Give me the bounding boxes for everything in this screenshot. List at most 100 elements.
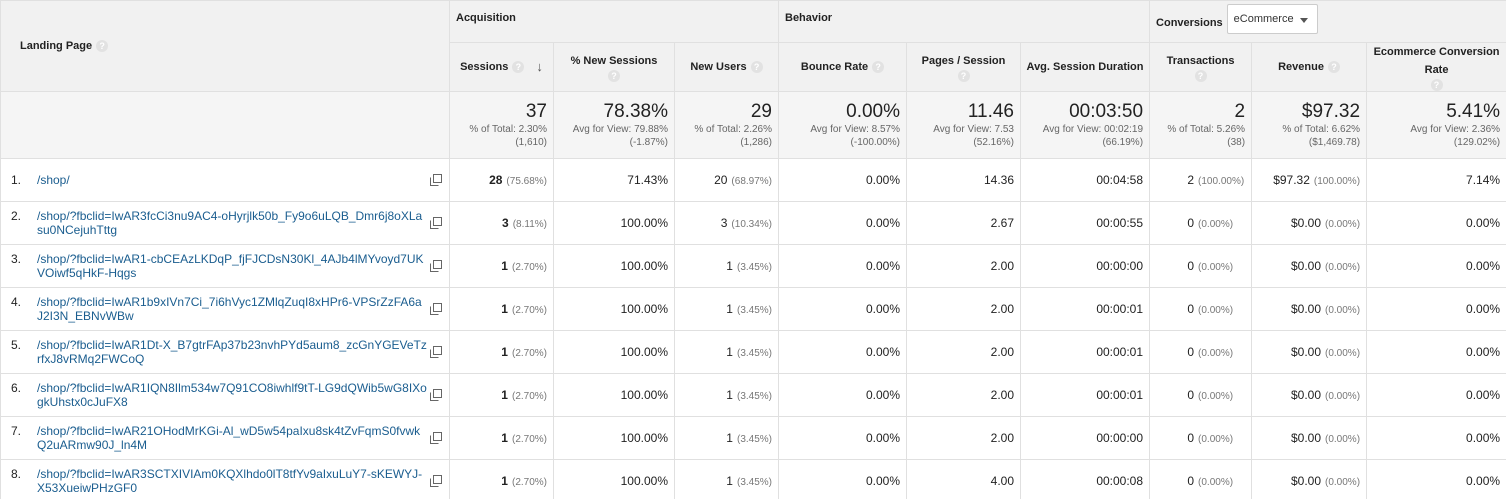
column-header-revenue[interactable]: Revenue? — [1251, 42, 1368, 92]
new-sessions-cell: 100.00% — [553, 459, 675, 499]
revenue-cell: $0.00 (0.00%) — [1251, 416, 1368, 460]
revenue-percent: (0.00%) — [1325, 305, 1361, 316]
help-icon[interactable]: ? — [750, 61, 763, 74]
new-users-percent: (10.34%) — [731, 219, 772, 230]
revenue-cell: $0.00 (0.00%) — [1251, 330, 1368, 374]
landing-page-header[interactable]: Landing Page? — [0, 0, 450, 92]
landing-page-link[interactable]: /shop/?fbclid=IwAR21OHodMrKGi-Al_wD5w54p… — [37, 424, 421, 452]
help-icon[interactable]: ? — [512, 61, 525, 74]
transactions-percent: (0.00%) — [1198, 262, 1234, 273]
transactions-cell: 0 (0.00%) — [1149, 244, 1253, 288]
column-header-new-sessions[interactable]: % New Sessions? — [553, 42, 675, 92]
total-ecom-rate: 5.41% Avg for View: 2.36% (129.02%) — [1366, 91, 1506, 159]
avg-duration-cell: 00:04:58 — [1019, 158, 1151, 202]
row-index: 4. — [11, 295, 22, 309]
new-users-cell: 1 (3.45%) — [674, 244, 779, 288]
transactions-value: 0 — [1187, 388, 1195, 402]
sessions-cell: 1 (2.70%) — [449, 459, 554, 499]
sessions-value: 1 — [501, 259, 508, 273]
ecommerce-rate-cell: 0.00% — [1366, 330, 1506, 374]
total-value: $97.32 — [1301, 101, 1361, 122]
landing-page-link[interactable]: /shop/ — [37, 173, 70, 187]
landing-page-cell: 2. /shop/?fbclid=IwAR3fcCi3nu9AC4-oHyrjlk… — [0, 201, 450, 245]
transactions-cell: 0 (0.00%) — [1149, 287, 1253, 331]
new-users-value: 1 — [726, 345, 733, 359]
pages-session-cell: 14.36 — [906, 158, 1021, 202]
landing-page-cell: 1. /shop/ — [0, 158, 450, 202]
help-icon[interactable]: ? — [1430, 79, 1443, 91]
column-header-pages-session[interactable]: Pages / Session? — [906, 42, 1021, 92]
chevron-down-icon — [1299, 18, 1308, 23]
bounce-rate-cell: 0.00% — [778, 330, 907, 374]
revenue-value: $0.00 — [1290, 302, 1322, 316]
open-external-icon[interactable] — [430, 303, 442, 315]
column-header-transactions[interactable]: Transactions? — [1149, 42, 1253, 92]
sessions-percent: (2.70%) — [511, 477, 547, 488]
sessions-value: 28 — [489, 173, 503, 187]
sessions-cell: 28 (75.68%) — [449, 158, 554, 202]
column-header-avg-duration[interactable]: Avg. Session Duration? — [1019, 42, 1151, 92]
landing-page-link[interactable]: /shop/?fbclid=IwAR1IQN8Ilm534w7Q91CO8iwh… — [37, 381, 427, 409]
help-icon[interactable]: ? — [872, 61, 885, 74]
total-new-sessions: 78.38% Avg for View: 79.88% (-1.87%) — [553, 91, 675, 159]
open-external-icon[interactable] — [430, 217, 442, 229]
avg-duration-cell: 00:00:01 — [1019, 373, 1151, 417]
row-index: 1. — [11, 173, 22, 187]
sessions-value: 3 — [502, 216, 509, 230]
landing-page-link[interactable]: /shop/?fbclid=IwAR3fcCi3nu9AC4-oHyrjlk50… — [37, 209, 423, 237]
transactions-cell: 0 (0.00%) — [1149, 330, 1253, 374]
revenue-percent: (0.00%) — [1325, 219, 1361, 230]
table-row: 7. /shop/?fbclid=IwAR21OHodMrKGi-Al_wD5w5… — [0, 416, 1506, 460]
landing-page-link[interactable]: /shop/?fbclid=IwAR1Dt-X_B7gtrFAp37b23nvh… — [37, 338, 427, 366]
new-sessions-cell: 100.00% — [553, 373, 675, 417]
total-value: 5.41% — [1446, 101, 1501, 122]
total-comparison: Avg for View: 79.88% — [572, 124, 668, 135]
open-external-icon[interactable] — [430, 432, 442, 444]
sessions-percent: (8.11%) — [512, 219, 547, 230]
help-icon[interactable]: ? — [957, 70, 970, 82]
help-icon[interactable]: ? — [96, 40, 109, 53]
new-users-percent: (3.45%) — [736, 477, 772, 488]
revenue-percent: (0.00%) — [1325, 477, 1361, 488]
transactions-value: 0 — [1187, 216, 1195, 230]
revenue-cell: $0.00 (0.00%) — [1251, 244, 1368, 288]
help-icon[interactable]: ? — [1194, 70, 1207, 82]
help-icon[interactable]: ? — [1327, 61, 1340, 74]
new-users-percent: (3.45%) — [736, 391, 772, 402]
new-users-value: 1 — [726, 431, 733, 445]
open-external-icon[interactable] — [430, 475, 442, 487]
landing-page-link[interactable]: /shop/?fbclid=IwAR3SCTXIVIAm0KQXlhdo0lT8… — [37, 467, 423, 495]
new-users-cell: 1 (3.45%) — [674, 330, 779, 374]
conversion-type-select[interactable]: eCommerce — [1226, 4, 1318, 34]
ecommerce-rate-cell: 0.00% — [1366, 244, 1506, 288]
total-value: 2 — [1234, 101, 1246, 122]
revenue-value: $97.32 — [1273, 173, 1310, 187]
revenue-value: $0.00 — [1290, 216, 1322, 230]
landing-page-link[interactable]: /shop/?fbclid=IwAR1b9xIVn7Ci_7i6hVyc1ZMl… — [37, 295, 422, 323]
help-icon[interactable]: ? — [608, 70, 620, 82]
transactions-cell: 0 (0.00%) — [1149, 416, 1253, 460]
bounce-rate-cell: 0.00% — [778, 158, 907, 202]
landing-page-link[interactable]: /shop/?fbclid=IwAR1-cbCEAzLKDqP_fjFJCDsN… — [37, 252, 424, 280]
revenue-value: $0.00 — [1290, 345, 1322, 359]
sort-descending-icon[interactable]: ↓ — [536, 59, 543, 75]
open-external-icon[interactable] — [430, 346, 442, 358]
pages-session-cell: 2.00 — [906, 330, 1021, 374]
column-header-ecom-rate[interactable]: Ecommerce Conversion Rate? — [1366, 42, 1506, 92]
transactions-value: 0 — [1187, 474, 1195, 488]
open-external-icon[interactable] — [430, 174, 442, 186]
open-external-icon[interactable] — [430, 260, 442, 272]
column-header-bounce-rate[interactable]: Bounce Rate? — [778, 42, 907, 92]
total-revenue: $97.32 % of Total: 6.62% ($1,469.78) — [1251, 91, 1368, 159]
column-header-new-users[interactable]: New Users? — [674, 42, 779, 92]
landing-page-cell: 3. /shop/?fbclid=IwAR1-cbCEAzLKDqP_fjFJCD… — [0, 244, 450, 288]
open-external-icon[interactable] — [430, 389, 442, 401]
total-value: 00:03:50 — [1069, 101, 1144, 122]
column-header-sessions[interactable]: Sessions? ↓ — [449, 42, 554, 92]
ecommerce-rate-cell: 0.00% — [1366, 459, 1506, 499]
transactions-cell: 0 (0.00%) — [1149, 373, 1253, 417]
pages-session-cell: 2.00 — [906, 244, 1021, 288]
new-users-value: 1 — [726, 474, 733, 488]
total-sessions: 37 % of Total: 2.30% (1,610) — [449, 91, 554, 159]
landing-page-cell: 5. /shop/?fbclid=IwAR1Dt-X_B7gtrFAp37b23n… — [0, 330, 450, 374]
